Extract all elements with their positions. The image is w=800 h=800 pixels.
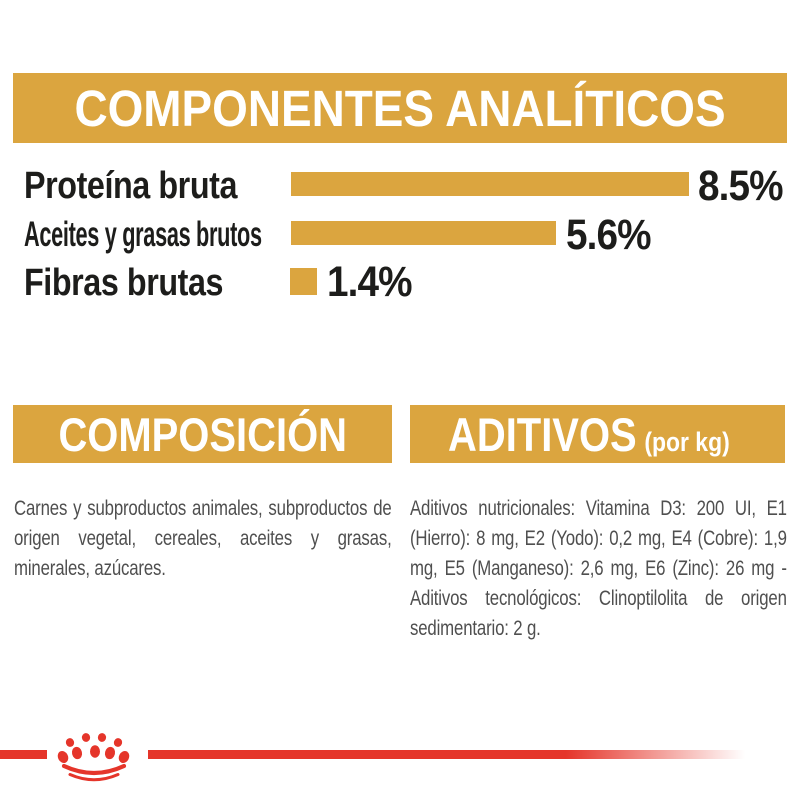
additives-header: ADITIVOS (por kg) xyxy=(410,405,785,463)
analytic-components-title: COMPONENTES ANALÍTICOS xyxy=(74,79,726,137)
chart-bar-protein xyxy=(291,172,689,196)
composition-title: COMPOSICIÓN xyxy=(58,407,347,461)
chart-value-fibre: 1.4% xyxy=(327,258,413,306)
chart-label-fibre: Fibras brutas xyxy=(24,262,224,304)
analytic-components-header: COMPONENTES ANALÍTICOS xyxy=(13,73,787,143)
composition-body: Carnes y subproductos animales, subprodu… xyxy=(14,497,392,580)
footer-red-line-left xyxy=(0,750,47,759)
footer-red-line-right xyxy=(148,750,745,759)
additives-title-suffix: (por kg) xyxy=(644,426,730,457)
additives-title-line: ADITIVOS (por kg) xyxy=(448,407,730,462)
additives-title: ADITIVOS xyxy=(448,407,637,461)
royal-canin-crown-paw-icon xyxy=(57,733,130,782)
chart-value-protein: 8.5% xyxy=(698,162,784,210)
chart-label-fats: Aceites y grasas brutos xyxy=(24,215,262,254)
chart-bar-fats xyxy=(291,221,556,245)
chart-value-fats: 5.6% xyxy=(566,211,652,259)
additives-body: Aditivos nutricionales: Vitamina D3: 200… xyxy=(410,497,787,640)
chart-bar-fibre xyxy=(290,268,317,295)
chart-label-protein: Proteína bruta xyxy=(24,165,238,207)
composition-header: COMPOSICIÓN xyxy=(13,405,392,463)
